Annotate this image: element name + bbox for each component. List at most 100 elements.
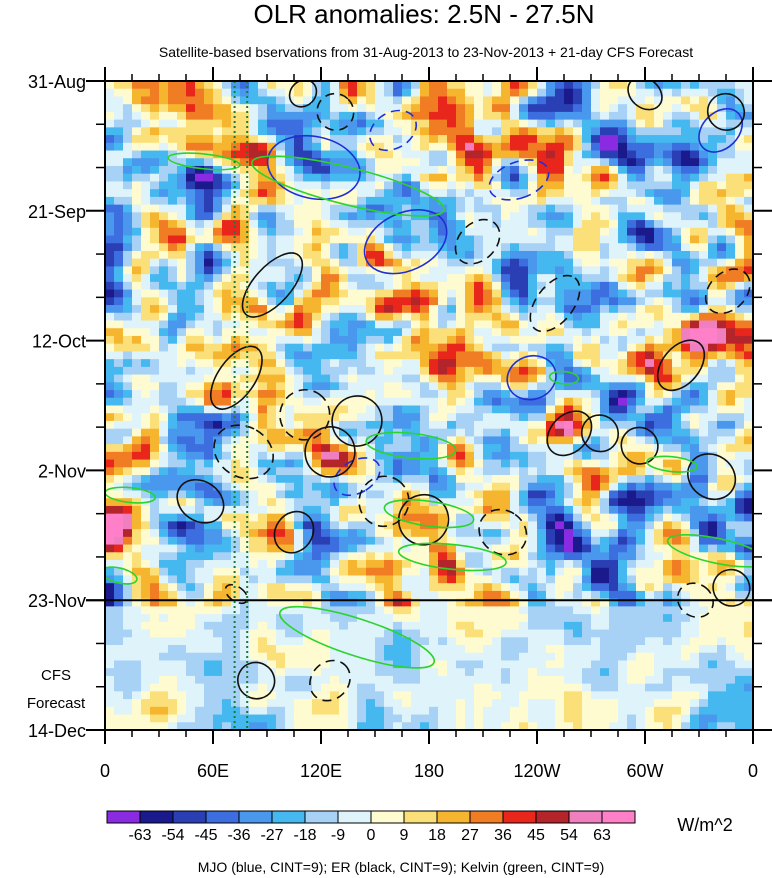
anomaly-cell — [285, 567, 295, 577]
anomaly-cell — [195, 173, 205, 183]
anomaly-cell — [357, 289, 367, 298]
anomaly-cell — [348, 127, 358, 136]
anomaly-cell — [492, 165, 502, 175]
anomaly-cell — [267, 235, 277, 244]
anomaly-cell — [267, 590, 277, 600]
anomaly-cell — [483, 560, 493, 569]
anomaly-cell — [429, 96, 439, 105]
anomaly-cell — [195, 289, 205, 298]
anomaly-cell — [123, 212, 133, 221]
anomaly-cell — [168, 119, 178, 128]
anomaly-cell — [114, 583, 124, 592]
anomaly-cell — [591, 444, 601, 453]
anomaly-cell — [384, 405, 394, 414]
anomaly-cell — [456, 250, 466, 260]
anomaly-cell — [690, 189, 700, 198]
anomaly-cell — [582, 243, 592, 252]
anomaly-cell — [654, 513, 664, 522]
anomaly-cell — [645, 173, 655, 183]
anomaly-cell — [672, 127, 682, 136]
anomaly-cell — [402, 583, 412, 592]
anomaly-cell — [438, 413, 448, 422]
anomaly-cell — [231, 328, 241, 337]
anomaly-cell — [258, 165, 268, 175]
anomaly-cell — [555, 142, 565, 152]
anomaly-cell — [114, 567, 124, 577]
anomaly-cell — [735, 475, 745, 484]
anomaly-cell — [627, 467, 637, 476]
anomaly-cell — [501, 482, 511, 492]
anomaly-cell — [708, 297, 718, 306]
anomaly-cell — [609, 467, 619, 476]
anomaly-cell — [645, 475, 655, 484]
anomaly-cell — [474, 436, 484, 445]
anomaly-cell — [708, 590, 718, 600]
anomaly-cell — [294, 405, 304, 414]
anomaly-cell — [645, 513, 655, 522]
anomaly-cell — [501, 529, 511, 538]
anomaly-cell — [438, 258, 448, 268]
anomaly-cell — [690, 560, 700, 569]
anomaly-cell — [627, 590, 637, 600]
anomaly-cell — [618, 467, 628, 476]
anomaly-cell — [627, 250, 637, 260]
anomaly-cell — [114, 405, 124, 414]
anomaly-cell — [132, 235, 142, 244]
anomaly-cell — [222, 436, 232, 445]
anomaly-cell — [420, 536, 430, 546]
anomaly-cell — [222, 312, 232, 322]
anomaly-cell — [105, 96, 115, 105]
anomaly-cell — [366, 266, 376, 275]
anomaly-cell — [168, 204, 178, 213]
anomaly-cell — [573, 351, 583, 360]
anomaly-cell — [213, 459, 223, 468]
anomaly-cell — [420, 81, 430, 90]
anomaly-cell — [231, 397, 241, 407]
anomaly-cell — [231, 297, 241, 306]
anomaly-cell — [150, 328, 160, 337]
anomaly-cell — [609, 305, 619, 314]
anomaly-cell — [105, 243, 115, 252]
anomaly-cell — [438, 96, 448, 105]
anomaly-cell — [294, 243, 304, 252]
anomaly-cell — [546, 104, 556, 113]
anomaly-cell — [429, 567, 439, 577]
anomaly-cell — [393, 575, 403, 584]
anomaly-cell — [330, 142, 340, 152]
anomaly-cell — [195, 567, 205, 577]
anomaly-cell — [591, 335, 601, 345]
anomaly-cell — [474, 475, 484, 484]
anomaly-cell — [564, 436, 574, 445]
anomaly-cell — [555, 243, 565, 252]
anomaly-cell — [168, 135, 178, 144]
anomaly-cell — [564, 335, 574, 345]
anomaly-cell — [717, 529, 727, 538]
anomaly-cell — [510, 505, 520, 515]
anomaly-cell — [159, 351, 169, 360]
anomaly-cell — [141, 413, 151, 422]
anomaly-cell — [114, 575, 124, 584]
anomaly-cell — [573, 397, 583, 407]
anomaly-cell — [303, 544, 313, 553]
anomaly-cell — [231, 150, 241, 159]
anomaly-cell — [285, 590, 295, 600]
anomaly-cell — [204, 444, 214, 453]
anomaly-cell — [690, 405, 700, 414]
anomaly-cell — [456, 335, 466, 345]
anomaly-cell — [546, 204, 556, 213]
anomaly-cell — [348, 274, 358, 283]
anomaly-cell — [492, 88, 502, 98]
anomaly-cell — [114, 451, 124, 461]
anomaly-cell — [240, 189, 250, 198]
anomaly-cell — [258, 536, 268, 546]
anomaly-cell — [276, 212, 286, 221]
anomaly-cell — [438, 227, 448, 237]
anomaly-cell — [447, 498, 457, 507]
anomaly-cell — [501, 513, 511, 522]
anomaly-cell — [645, 289, 655, 298]
anomaly-cell — [267, 397, 277, 407]
anomaly-cell — [222, 305, 232, 314]
anomaly-cell — [159, 88, 169, 98]
anomaly-cell — [303, 173, 313, 183]
anomaly-cell — [411, 451, 421, 461]
